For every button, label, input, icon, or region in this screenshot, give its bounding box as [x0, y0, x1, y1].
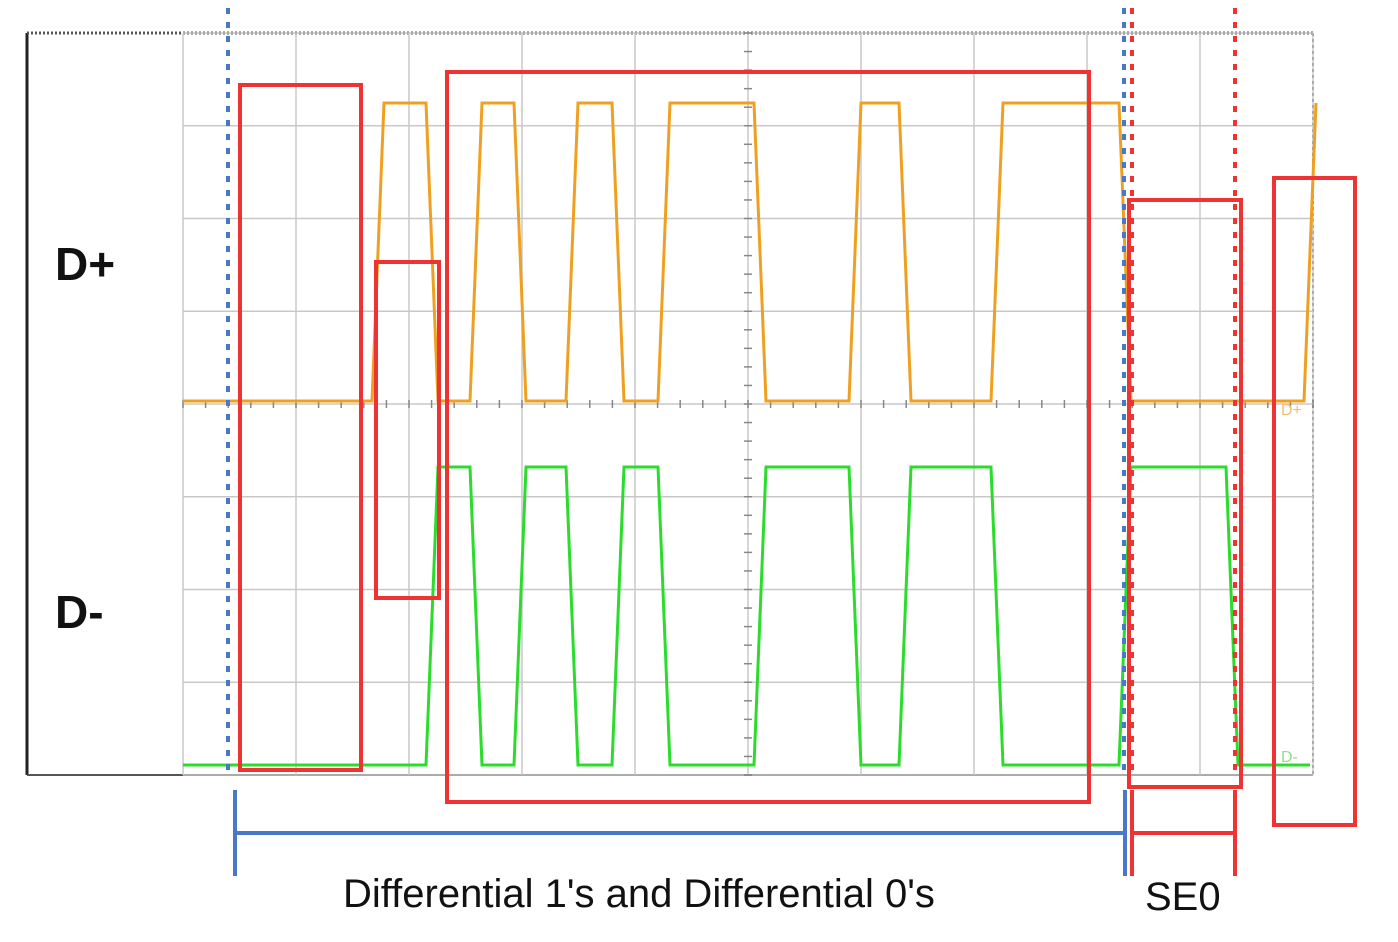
d-plus-label: D+ [55, 238, 115, 290]
highlight-box-after [1272, 176, 1357, 827]
d-minus-waveform [183, 465, 1310, 767]
scope-tag-dplus: D+ [1281, 402, 1302, 419]
highlight-box-idle [238, 83, 363, 772]
scope-tag-dminus: D- [1281, 749, 1298, 766]
highlight-box-differential [445, 70, 1091, 804]
se0-caption: SE0 [1145, 875, 1221, 919]
d-minus-label: D- [55, 586, 104, 638]
highlight-box-transition [374, 260, 441, 600]
differential-caption: Differential 1's and Differential 0's [343, 872, 935, 916]
d-plus-waveform [183, 101, 1318, 403]
highlight-box-se0 [1127, 198, 1243, 789]
